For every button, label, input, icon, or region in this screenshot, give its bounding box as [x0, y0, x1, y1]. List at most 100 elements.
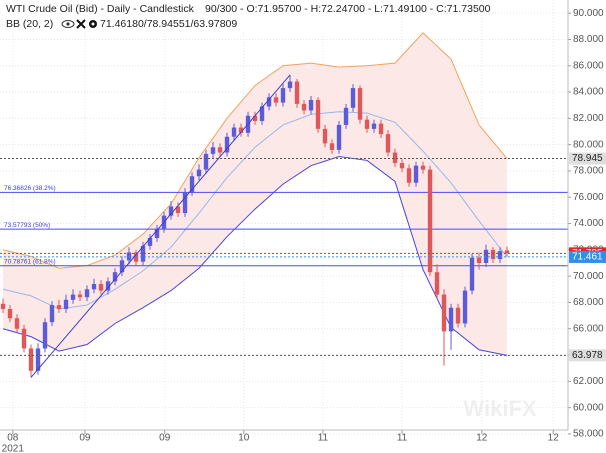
candle-body — [385, 134, 391, 153]
price-level-box — [569, 250, 606, 263]
band-lower — [2, 155, 508, 356]
candle-body — [448, 307, 454, 332]
candle-body — [420, 165, 426, 170]
y-tick-label: 82.000 — [573, 113, 604, 124]
candle-body — [294, 81, 300, 104]
y-tick-label: 66.000 — [573, 323, 604, 334]
candle-body — [266, 97, 272, 107]
candle-body — [63, 299, 69, 310]
candle-body — [210, 147, 216, 154]
candle-body — [217, 147, 223, 153]
chart-title: WTI Crude Oil (Bid) - Daily - Candlestic… — [6, 3, 195, 15]
candle-body — [322, 128, 328, 144]
candle-body — [287, 81, 293, 89]
x-tick-label: 11 — [397, 433, 408, 444]
y-tick-label: 70.000 — [573, 271, 604, 282]
indicator-label: BB (20, 2) — [6, 18, 53, 30]
price-level-label: 63.978 — [572, 350, 603, 361]
candle-body — [413, 165, 419, 183]
candle-body — [77, 294, 83, 298]
x-tick-label: 10 — [238, 433, 250, 444]
candle-body — [273, 97, 279, 103]
fib-label: 73.57793 (50%) — [4, 222, 50, 229]
candle-body — [14, 318, 20, 329]
candle-body — [182, 191, 188, 214]
candle-body — [126, 252, 132, 261]
candle-body — [91, 284, 97, 290]
candle-body — [98, 284, 104, 291]
y-tick-label: 76.000 — [573, 192, 604, 203]
candle-body — [371, 123, 377, 129]
candle-body — [70, 294, 76, 300]
x-tick-label: 12 — [548, 433, 560, 444]
eye-pupil — [66, 22, 70, 26]
candle-body — [238, 127, 244, 133]
candle-body — [427, 169, 433, 273]
candle-body — [483, 249, 489, 263]
fib-label: 76.36826 (38.2%) — [4, 185, 56, 192]
candle-body — [315, 99, 321, 129]
candle-body — [7, 309, 13, 319]
candle-body — [231, 127, 237, 137]
candle-body — [84, 289, 90, 298]
y-tick-label: 62.000 — [573, 376, 604, 387]
candle-body — [252, 115, 258, 121]
candle-body — [378, 123, 384, 135]
candle-body — [504, 250, 510, 254]
candle-body — [455, 307, 461, 324]
price-level-box — [569, 349, 606, 362]
candle-body — [147, 238, 153, 246]
candle-body — [434, 272, 440, 295]
y-tick-label: 74.000 — [573, 218, 604, 229]
candle-body — [259, 106, 265, 121]
candle-body — [301, 103, 307, 111]
band-fill — [3, 32, 508, 356]
candle-body — [476, 257, 482, 263]
y-tick-label: 90.000 — [573, 8, 604, 19]
candle-body — [336, 124, 342, 150]
candle-body — [357, 88, 363, 120]
candle-body — [175, 206, 181, 214]
settings-hole — [91, 22, 95, 26]
y-tick-label: 80.000 — [573, 139, 604, 150]
x-tick-label: 12 — [476, 433, 488, 444]
y-tick-label: 58.000 — [573, 429, 604, 440]
candle-body — [189, 176, 195, 192]
close-icon[interactable] — [76, 19, 86, 29]
candle-body — [140, 245, 146, 262]
candle-body — [203, 153, 209, 170]
y-tick-label: 88.000 — [573, 34, 604, 45]
candle-body — [196, 169, 202, 177]
candle-body — [329, 143, 335, 150]
y-tick-label: 68.000 — [573, 297, 604, 308]
candle-body — [105, 281, 111, 291]
candle-body — [490, 249, 496, 260]
candle-body — [224, 136, 230, 153]
candle-body — [364, 119, 370, 129]
x-tick-label: 08 — [7, 433, 19, 444]
header-bg — [0, 0, 345, 32]
candle-body — [119, 260, 125, 273]
y-tick-label: 86.000 — [573, 60, 604, 71]
candle-body — [0, 303, 6, 310]
candle-body — [42, 322, 48, 349]
candle-body — [399, 163, 405, 169]
indicator-values: 71.46180/78.94551/63.97809 — [100, 18, 237, 30]
candle-body — [112, 272, 118, 282]
candle-body — [280, 88, 286, 103]
candle-body — [350, 88, 356, 108]
candle-body — [497, 251, 503, 260]
year-label: 2021 — [2, 444, 25, 453]
price-level-box — [569, 152, 606, 165]
candle-body — [154, 228, 160, 239]
eye-icon[interactable] — [61, 20, 75, 28]
candle-body — [308, 99, 314, 111]
ohlc-info: 90/300 - O:71.95700 - H:72.24700 - L:71.… — [205, 3, 491, 15]
y-tick-label: 84.000 — [573, 87, 604, 98]
candle-body — [462, 290, 468, 324]
fib-label: 70.78761 (61.8%) — [4, 259, 56, 266]
x-tick-label: 09 — [79, 433, 91, 444]
candle-body — [469, 257, 475, 291]
indicator-icons[interactable] — [61, 19, 97, 29]
candle-body — [49, 305, 55, 323]
